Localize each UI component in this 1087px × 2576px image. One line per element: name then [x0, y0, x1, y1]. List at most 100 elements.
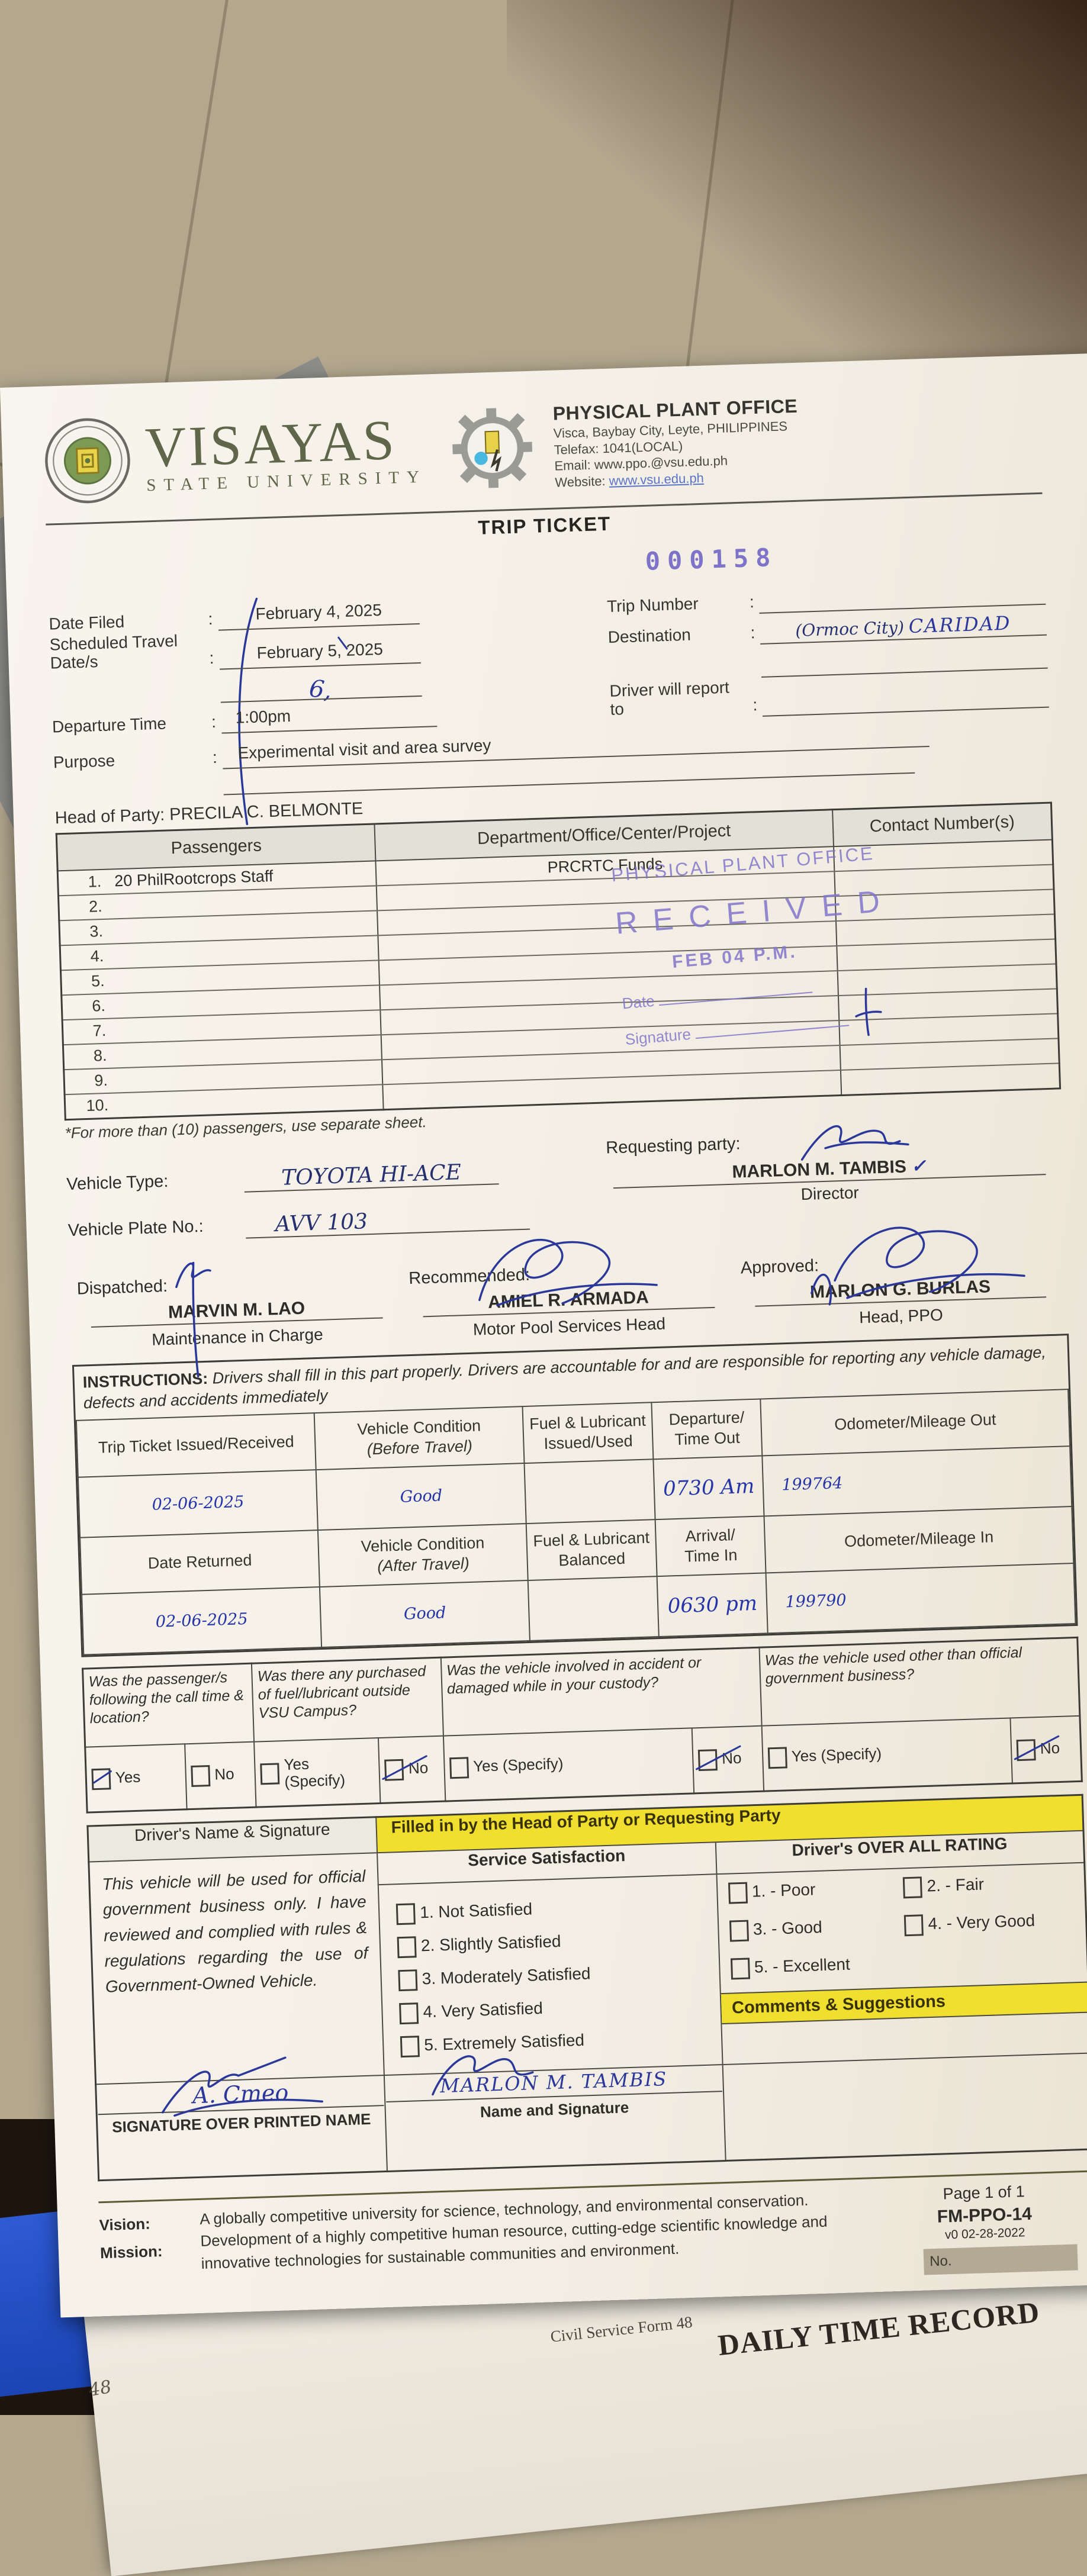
checkbox: [399, 2002, 419, 2024]
question-2: Was there any purchased of fuel/lubrican…: [252, 1657, 443, 1742]
office-contact-block: PHYSICAL PLANT OFFICE Visca, Baybay City…: [552, 394, 800, 491]
v-condition-before: Good: [316, 1463, 526, 1530]
trip-fields: Date Filed : February 4, 2025 Scheduled …: [49, 574, 1049, 826]
trip-number-label: Trip Number: [606, 594, 699, 616]
dispatched-signature: [175, 1261, 211, 1377]
civil-service-form-label: Civil Service Form 48: [549, 2313, 693, 2346]
mission-label: Mission:: [99, 2242, 163, 2262]
footer: Vision: Mission: A globally competitive …: [98, 2170, 1087, 2301]
v-departure: 0730 Am: [653, 1456, 764, 1519]
checkbox: [400, 2035, 420, 2057]
h-returned: Date Returned: [80, 1530, 320, 1595]
v-fuel-balanced: [528, 1576, 659, 1641]
destination-handwritten-part: CARIDAD: [908, 611, 1011, 637]
checkbox: [729, 1920, 749, 1942]
overall-rating-cell: 1. - Poor 2. - Fair 3. - Good 4. - Very …: [716, 1862, 1087, 2065]
trip-ticket-paper: VISAYAS STATE UNIVERSITY PHYSICAL PLANT …: [0, 352, 1087, 2318]
checkbox: [728, 1882, 748, 1904]
dispatched-block: Dispatched: MARVIN M. LAO Maintenance in…: [69, 1249, 403, 1377]
rating-option: 3. - Good: [729, 1915, 905, 1942]
h-odometer-out: Odometer/Mileage Out: [760, 1389, 1070, 1456]
requesting-party-signature: [800, 1125, 909, 1161]
head-of-party-label: Head of Party:: [54, 805, 165, 828]
checkbox-checked: [91, 1768, 111, 1791]
rating-option: 2. - Fair: [903, 1872, 1079, 1899]
scheduled-travel-label: Scheduled Travel Date/s: [49, 631, 178, 672]
fields-right-column: Trip Number : Destination : (Ormoc City)…: [606, 574, 1049, 722]
checkbox: [397, 1936, 417, 1958]
passengers-table-wrap: Passengers Department/Office/Center/Proj…: [55, 801, 1062, 1120]
comments-empty-cell: [722, 2053, 1087, 2161]
rating-option: 1. - Poor: [728, 1877, 903, 1904]
passengers-table: Passengers Department/Office/Center/Proj…: [55, 801, 1062, 1120]
v-fuel-used: [524, 1459, 655, 1524]
q2-yes-option: Yes (Specify): [254, 1737, 381, 1807]
approvals-row: Dispatched: MARVIN M. LAO Maintenance in…: [69, 1226, 1068, 1377]
rating-grid: 1. - Poor 2. - Fair 3. - Good 4. - Very …: [717, 1863, 1087, 1980]
footer-labels: Vision: Mission:: [99, 2208, 202, 2301]
checkbox: [903, 1876, 923, 1899]
dispatched-label: Dispatched:: [76, 1276, 168, 1299]
question-1: Was the passenger/s following the call t…: [82, 1663, 255, 1747]
col-contact: Contact Number(s): [832, 802, 1053, 846]
h-condition-after: Vehicle Condition (After Travel): [318, 1523, 528, 1587]
h-fuel-balanced: Fuel & Lubricant Balanced: [526, 1519, 657, 1580]
party-signature-cell: MARLON M. TAMBIS Name and Signature: [384, 2055, 726, 2172]
q4-no-option: No: [1010, 1715, 1082, 1783]
service-option: 1. Not Satisfied: [395, 1894, 711, 1925]
passenger-name: 20 PhilRootcrops Staff: [114, 867, 274, 890]
vsu-seal-icon: [45, 418, 130, 504]
vehicle-plate-label: Vehicle Plate No.:: [67, 1216, 204, 1240]
website-link[interactable]: www.vsu.edu.ph: [609, 470, 705, 488]
h-odometer-in: Odometer/Mileage In: [764, 1506, 1074, 1573]
requesting-party-label: Requesting party:: [605, 1134, 741, 1158]
recommended-signature: [478, 1238, 658, 1306]
corner-48-note: 48: [87, 2376, 113, 2401]
v-arrival: 0630 pm: [657, 1573, 768, 1637]
question-4: Was the vehicle used other than official…: [759, 1637, 1080, 1726]
university-name: VISAYAS: [144, 408, 398, 479]
empty-line: [761, 682, 1049, 717]
instructions-block: INSTRUCTIONS: Drivers shall fill in this…: [72, 1333, 1078, 1657]
evaluation-table: Driver's Name & Signature Filled in by t…: [86, 1793, 1087, 2182]
h-fuel-used: Fuel & Lubricant Issued/Used: [522, 1402, 654, 1463]
fields-left-column: Date Filed : February 4, 2025 Scheduled …: [49, 588, 611, 826]
v-odometer-in: 199790: [766, 1563, 1076, 1634]
page-indicator: Page 1 of 1: [943, 2182, 1025, 2203]
signatures-row: A. Cmeo SIGNATURE OVER PRINTED NAME MARL…: [95, 2053, 1087, 2181]
checkbox-checked: [697, 1749, 718, 1771]
driver-certification-text: This vehicle will be used for official g…: [102, 1866, 368, 1997]
website-label: Website:: [555, 473, 606, 490]
approved-signature: [810, 1226, 1025, 1306]
footer-codes: Page 1 of 1 FM-PPO-14 v0 02-28-2022 No.: [886, 2181, 1084, 2276]
checkbox: [449, 1757, 469, 1779]
v-issued: 02-06-2025: [78, 1469, 319, 1538]
driver-signature-cell: A. Cmeo SIGNATURE OVER PRINTED NAME: [95, 2056, 387, 2181]
checkbox: [730, 1957, 750, 1980]
letterhead: VISAYAS STATE UNIVERSITY PHYSICAL PLANT …: [42, 375, 1042, 518]
trip-log-table: Trip Ticket Issued/Received Vehicle Cond…: [76, 1389, 1076, 1656]
driver-signature: [161, 2056, 323, 2117]
questions-table: Was the passenger/s following the call t…: [81, 1636, 1083, 1814]
recommended-block: Recommended: AMIEL R. ARMADA Motor Pool …: [401, 1238, 735, 1341]
vehicle-section: Vehicle Type: TOYOTA HI-ACE Vehicle Plat…: [66, 1120, 1065, 1244]
h-condition-before: Vehicle Condition (Before Travel): [314, 1406, 525, 1470]
checkbox-checked: [384, 1759, 404, 1781]
q1-no-option: No: [184, 1741, 256, 1809]
service-option: 3. Moderately Satisfied: [398, 1960, 713, 1991]
checkbox: [190, 1764, 210, 1787]
footer-text: A globally competitive university for sc…: [200, 2187, 889, 2297]
pen-mark: [855, 987, 882, 1036]
h-arrival: Arrival/Time In: [655, 1516, 766, 1576]
service-option: 2. Slightly Satisfied: [397, 1927, 712, 1958]
q3-no-option: No: [692, 1725, 764, 1793]
q3-yes-option: Yes (Specify): [443, 1728, 694, 1801]
rating-option: 5. - Excellent: [730, 1953, 906, 1980]
q2-no-option: No: [378, 1735, 445, 1804]
q1-yes-option: Yes: [85, 1744, 187, 1812]
driver-certification-cell: This vehicle will be used for official g…: [88, 1852, 384, 2085]
daily-time-record-title: DAILY TIME RECORD: [716, 2295, 1041, 2362]
no-box: No.: [923, 2244, 1078, 2275]
destination-printed-part: (Ormoc City): [795, 617, 905, 640]
v-returned: 02-06-2025: [82, 1586, 322, 1655]
